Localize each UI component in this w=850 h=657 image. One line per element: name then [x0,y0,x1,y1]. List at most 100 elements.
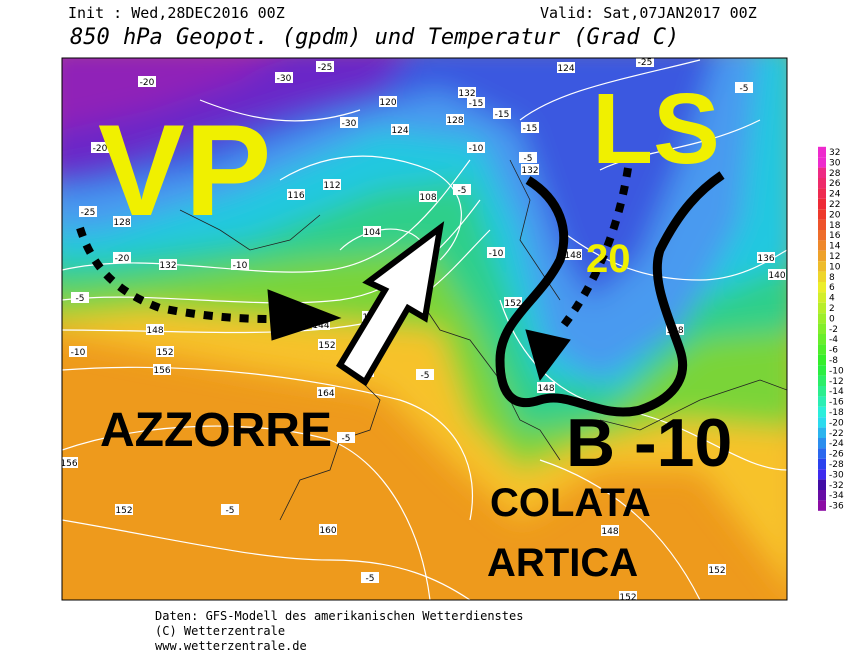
color-bar-label: -16 [829,398,844,408]
color-bar-label: -36 [829,502,844,512]
contour-label: 160 [319,526,336,536]
contour-label-box [735,82,753,93]
contour-label-box [363,226,381,237]
contour-label: 132 [458,89,475,99]
annotation-ls: LS [592,73,720,185]
color-bar-label: 4 [829,294,835,304]
contour-label: 148 [564,251,581,261]
color-bar-label: 26 [829,179,841,189]
contour-label-box [458,87,476,98]
contour-label-box [601,525,619,536]
contour-label-box [636,58,654,67]
color-bar-label: 32 [829,148,840,158]
color-bar-label: -6 [829,346,838,356]
contour-label: 144 [312,321,329,331]
color-bar-label: -8 [829,356,838,366]
contour-label: 132 [159,261,176,271]
contour-label: -15 [523,124,538,134]
color-bar-label: -34 [829,491,844,501]
color-bar-label: -26 [829,450,844,460]
contour-label-box [416,369,434,380]
color-bar-cell [818,209,826,220]
contour-label-box [146,324,164,335]
contour-label-box [156,346,174,357]
contour-label-box [159,259,177,270]
color-bar-cell [818,240,826,251]
contour-label: 152 [156,348,173,358]
annotation-vp: VP [98,97,271,243]
color-bar-cell [818,230,826,241]
color-bar-cell [818,375,826,386]
contour-label: 152 [619,593,636,603]
contour-label-box [379,96,397,107]
contour-label-box [453,184,471,195]
annotation-colata: COLATA [490,481,651,525]
color-bar-cell [818,386,826,397]
contour-label-box [504,297,522,308]
contour-label: -10 [71,348,86,358]
contour-label: 156 [153,366,170,376]
color-bar-label: 22 [829,200,840,210]
contour-label-box [391,124,409,135]
color-bar-label: 24 [829,190,841,200]
contour-label: -30 [342,119,357,129]
color-bar-cell [818,448,826,459]
contour-label-box [221,504,239,515]
color-bar-label: -2 [829,325,838,335]
color-bar-label: -14 [829,387,844,397]
color-bar-label: -32 [829,481,844,491]
color-bar-label: 6 [829,283,835,293]
contour-label-box [564,249,582,260]
color-bar-label: 20 [829,210,841,220]
color-bar-label: 16 [829,231,841,241]
contour-label: -10 [489,249,504,259]
contour-label-box [287,189,305,200]
contour-label: 128 [446,116,463,126]
color-bar-label: 30 [829,158,841,168]
color-bar-label: -30 [829,470,844,480]
color-bar-label: -24 [829,439,844,449]
contour-label: -5 [458,186,467,196]
color-bar-label: -28 [829,460,844,470]
color-bar-cell [818,354,826,366]
color-bar-label: -20 [829,418,844,428]
contour-label: 108 [419,193,436,203]
color-bar-label: 18 [829,221,841,231]
contour-label-box [446,114,464,125]
color-bar-label: -10 [829,366,844,376]
contour-label: -20 [93,144,108,154]
color-bar-cell [818,250,826,262]
color-bar-cell [818,261,826,272]
contour-label: -15 [495,110,510,120]
contour-label: -10 [469,144,484,154]
contour-label-box [138,76,156,87]
color-bar-cell [818,198,826,210]
footer-url: www.wetterzentrale.de [155,639,307,653]
color-bar-label: 2 [829,304,835,314]
color-bar-label: 10 [829,262,841,272]
contour-label-box [323,179,341,190]
color-bar-label: 14 [829,242,841,252]
color-bar-label: -4 [829,335,838,345]
color-bar-cell [818,282,826,293]
color-bar-label: -12 [829,377,844,387]
contour-label-box [768,269,786,280]
color-bar-cell [818,458,826,470]
annotation-artica: ARTICA [487,541,638,585]
contour-label: 148 [146,326,163,336]
contour-label-box [519,152,537,163]
contour-label: -25 [638,58,653,68]
contour-label-box [340,117,358,128]
contour-label-box [317,387,335,398]
contour-label: -10 [233,261,248,271]
color-bar-cell [818,219,826,230]
annotation-azzorre: AZZORRE [100,404,332,457]
color-bar-cell [818,427,826,438]
contour-label: 152 [708,566,725,576]
contour-label-box [318,339,336,350]
valid-time: Valid: Sat,07JAN2017 00Z [540,4,757,22]
color-bar-label: -22 [829,429,844,439]
init-time: Init : Wed,28DEC2016 00Z [68,4,285,22]
contour-label-box [153,364,171,375]
contour-label: 116 [287,191,304,201]
